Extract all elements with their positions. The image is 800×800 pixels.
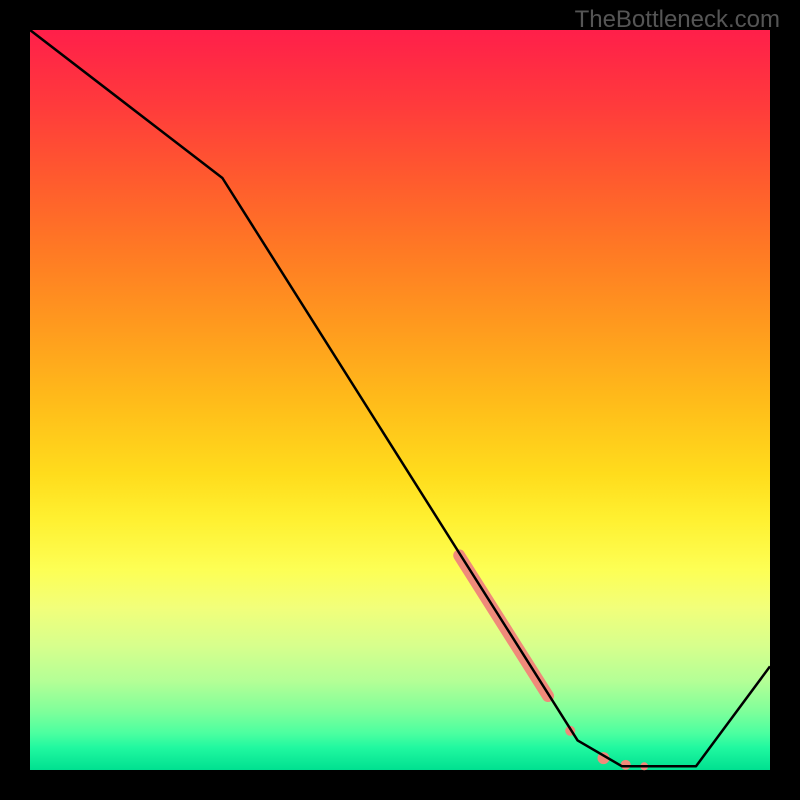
chart-outer: TheBottleneck.com (0, 0, 800, 800)
plot-svg (0, 0, 800, 800)
gradient-background (30, 30, 770, 770)
